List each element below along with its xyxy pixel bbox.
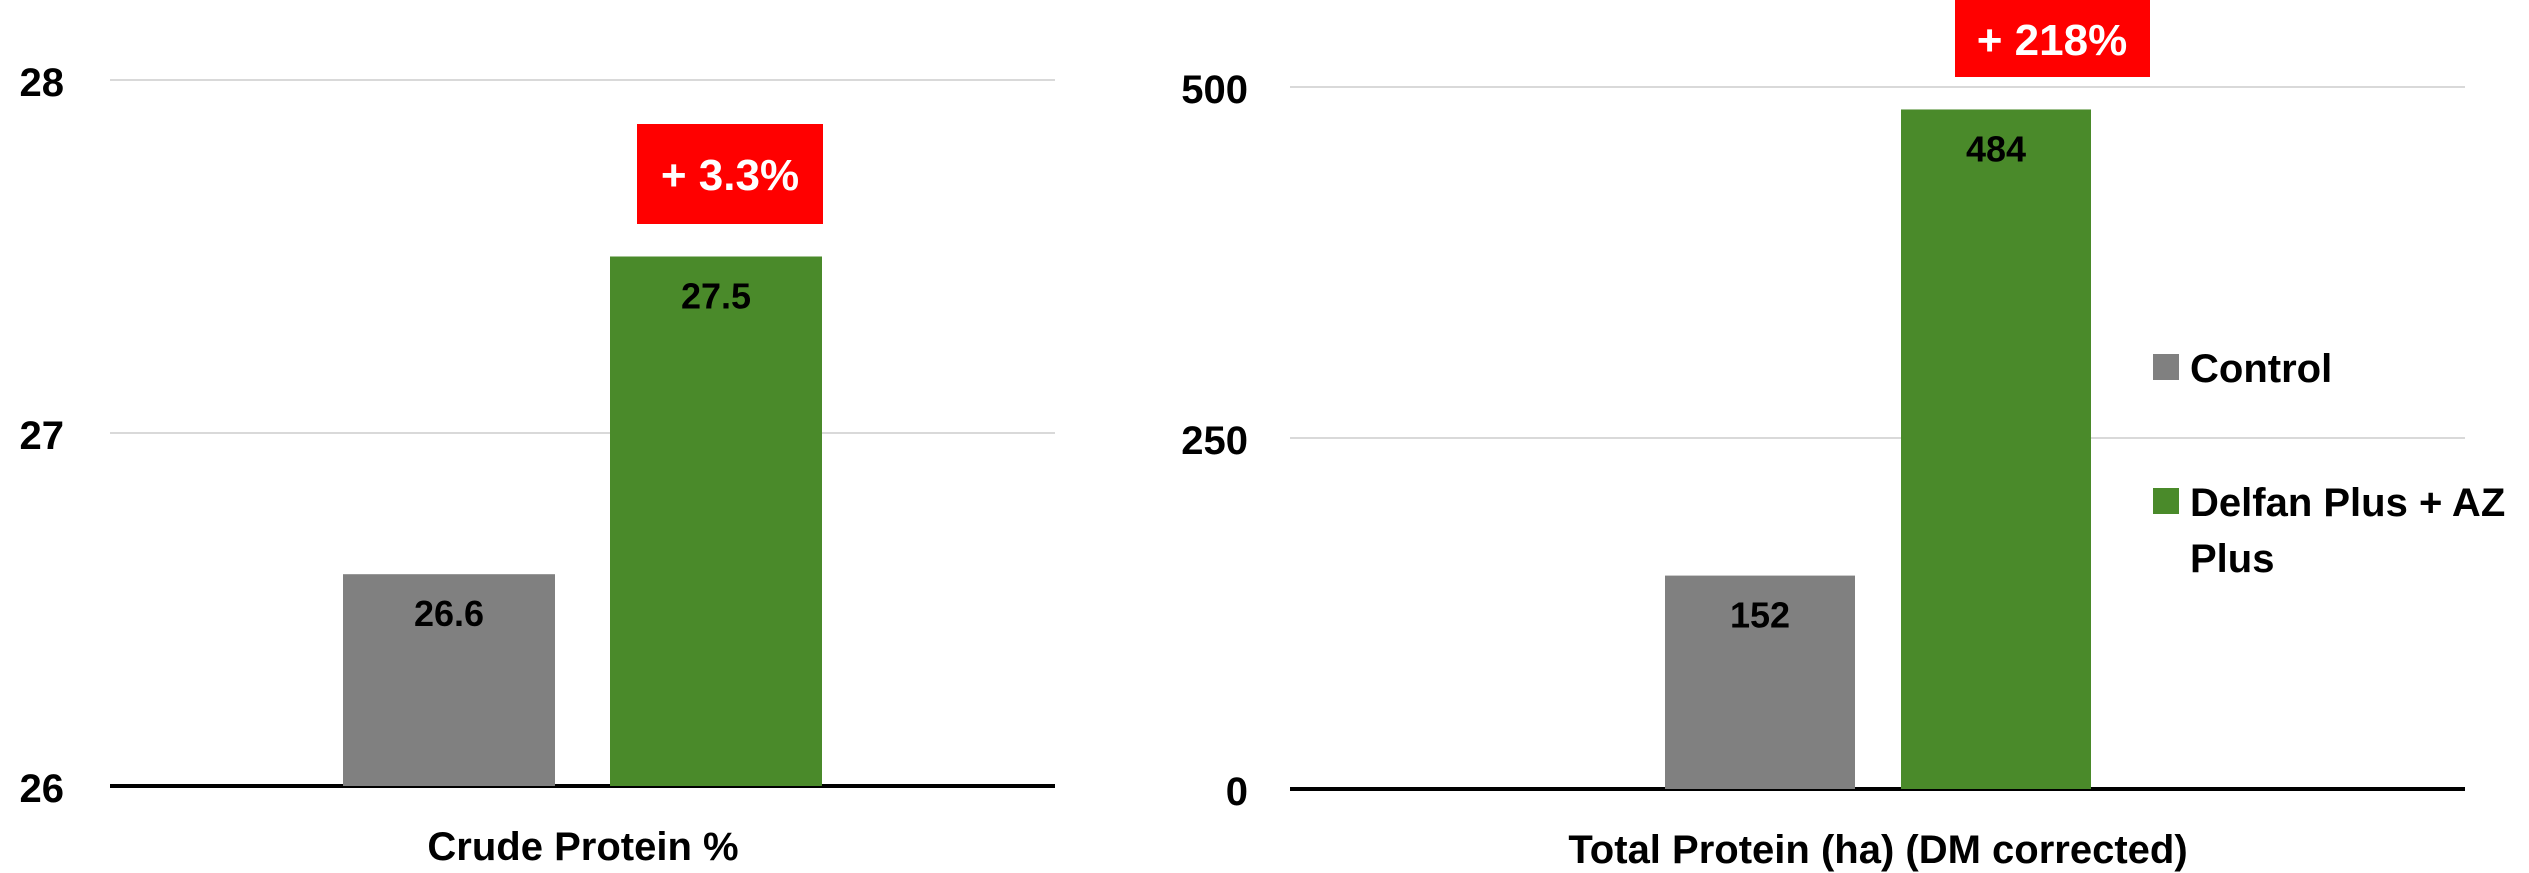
y-tick-label: 28 xyxy=(20,61,65,105)
bar-control xyxy=(1665,575,1855,789)
increase-badge: + 3.3% xyxy=(637,124,823,224)
y-tick-label: 500 xyxy=(1181,68,1248,112)
x-axis-label: Total Protein (ha) (DM corrected) xyxy=(1568,828,2187,872)
bar-control xyxy=(343,574,555,786)
y-tick-label: 26 xyxy=(20,767,65,811)
data-label: 26.6 xyxy=(414,593,484,634)
bar-treatment xyxy=(610,256,822,786)
legend-label-treatment: Delfan Plus + AZ Plus xyxy=(2190,481,2516,581)
increase-badge-text: + 3.3% xyxy=(661,151,799,200)
data-label: 152 xyxy=(1730,595,1790,636)
legend-label-control: Control xyxy=(2190,347,2332,391)
y-tick-label: 0 xyxy=(1226,770,1248,814)
x-axis-label: Crude Protein % xyxy=(427,825,738,869)
data-label: 484 xyxy=(1966,128,2026,169)
legend-label-treatment-line1: Delfan Plus + AZ xyxy=(2190,481,2505,525)
data-label: 27.5 xyxy=(681,276,751,317)
chart-crude-protein: 28 27 26 26.6 27.5 + 3.3% Crude Protein … xyxy=(20,61,1055,869)
legend: Control Delfan Plus + AZ Plus xyxy=(2153,347,2516,581)
legend-swatch-treatment xyxy=(2153,488,2179,514)
y-tick-label: 250 xyxy=(1181,419,1248,463)
increase-badge: + 218% xyxy=(1955,0,2150,77)
legend-swatch-control xyxy=(2153,354,2179,380)
legend-label-treatment-line2: Plus xyxy=(2190,537,2274,581)
chart-total-protein: 500 250 0 152 484 + 218% Total Protein (… xyxy=(1181,0,2516,872)
increase-badge-text: + 218% xyxy=(1977,16,2127,65)
y-tick-label: 27 xyxy=(20,414,65,458)
bar-treatment xyxy=(1901,109,2091,790)
